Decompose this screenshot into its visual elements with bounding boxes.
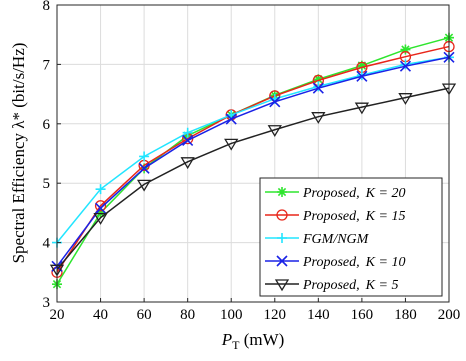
y-tick-label: 6 <box>43 117 51 133</box>
legend-marker <box>277 187 287 197</box>
legend-label: Proposed, K = 20 <box>302 186 405 201</box>
data-point-marker <box>95 207 106 218</box>
data-point-marker <box>182 127 193 138</box>
series-line <box>56 45 450 273</box>
data-point-marker <box>269 96 281 108</box>
series-3 <box>51 51 455 272</box>
y-axis-title: Spectral Efficiency λ* (bit/s/Hz) <box>9 43 28 264</box>
legend-label-main: Proposed, <box>302 186 360 201</box>
series-line <box>56 56 450 244</box>
x-axis-title-unit: (mW) <box>244 330 285 349</box>
legend-label-k: K = 20 <box>365 186 406 201</box>
legend-label: FGM/NGM <box>302 232 370 247</box>
data-point-marker <box>399 60 412 72</box>
data-point-marker <box>356 70 368 82</box>
legend: Proposed, K = 20 Proposed, K = 15 FGM/NGM Pro… <box>259 177 443 297</box>
series-layer <box>49 32 457 290</box>
data-point-marker <box>94 200 107 212</box>
y-tick-label: 7 <box>43 57 51 73</box>
data-point-marker <box>224 138 239 151</box>
x-tick-label: 200 <box>438 307 461 323</box>
x-tick-label: 100 <box>220 307 243 323</box>
data-point-marker <box>267 125 282 138</box>
x-tick-label: 60 <box>137 307 152 323</box>
x-tick-label: 140 <box>307 307 330 323</box>
legend-label: Proposed, K = 15 <box>302 209 405 224</box>
x-axis-title: PT (mW) <box>221 330 285 352</box>
legend-label-main: Proposed, <box>302 278 360 293</box>
x-tick-label: 160 <box>351 307 374 323</box>
data-point-marker <box>94 202 107 214</box>
x-tick-label: 20 <box>50 307 65 323</box>
data-point-marker <box>95 184 106 195</box>
data-point-marker <box>136 179 152 192</box>
data-point-marker <box>354 102 370 115</box>
legend-box <box>259 177 443 297</box>
data-point-marker <box>313 81 324 92</box>
data-point-marker <box>398 93 413 105</box>
data-point-marker <box>93 213 108 225</box>
legend-label-k: K = 5 <box>365 278 399 293</box>
data-point-marker <box>311 112 326 124</box>
legend-marker <box>276 209 288 221</box>
data-point-marker <box>139 151 150 162</box>
data-point-marker <box>356 60 367 71</box>
legend-marker <box>277 233 287 243</box>
data-point-marker <box>312 82 324 94</box>
legend-label-main: Proposed, <box>302 255 360 270</box>
legend-marker <box>274 279 290 292</box>
legend-label-k: K = 15 <box>365 209 406 224</box>
y-tick-label: 5 <box>43 176 51 192</box>
x-tick-label: 120 <box>264 307 287 323</box>
y-tick-label: 3 <box>43 295 51 311</box>
data-point-marker <box>400 44 411 55</box>
x-tick-label: 80 <box>180 307 195 323</box>
data-point-marker <box>180 157 195 170</box>
y-tick-label: 8 <box>43 0 51 14</box>
series-line <box>56 56 450 267</box>
data-point-marker <box>313 74 324 85</box>
legend-label-main: Proposed, <box>302 209 360 224</box>
y-tick-label: 4 <box>43 236 51 252</box>
data-point-marker <box>182 134 194 146</box>
legend-marker <box>276 255 288 267</box>
data-point-marker <box>138 162 150 174</box>
legend-label: Proposed, K = 5 <box>302 278 398 293</box>
data-point-marker <box>400 59 411 70</box>
axis-ticks: 20 40 60 80 100 120 140 160 180 200 3 4 5 6 7 8 <box>43 0 461 323</box>
x-axis-title-subscript: T <box>232 338 240 352</box>
data-point-marker <box>225 113 237 125</box>
x-tick-label: 180 <box>394 307 417 323</box>
plot-frame <box>56 4 450 303</box>
legend-label-main: FGM/NGM <box>302 232 370 247</box>
x-axis-title-symbol: P <box>221 330 232 349</box>
legend-label: Proposed, K = 10 <box>302 255 405 270</box>
x-tick-label: 40 <box>93 307 108 323</box>
series-line <box>56 87 450 270</box>
legend-label-k: K = 10 <box>365 255 406 270</box>
